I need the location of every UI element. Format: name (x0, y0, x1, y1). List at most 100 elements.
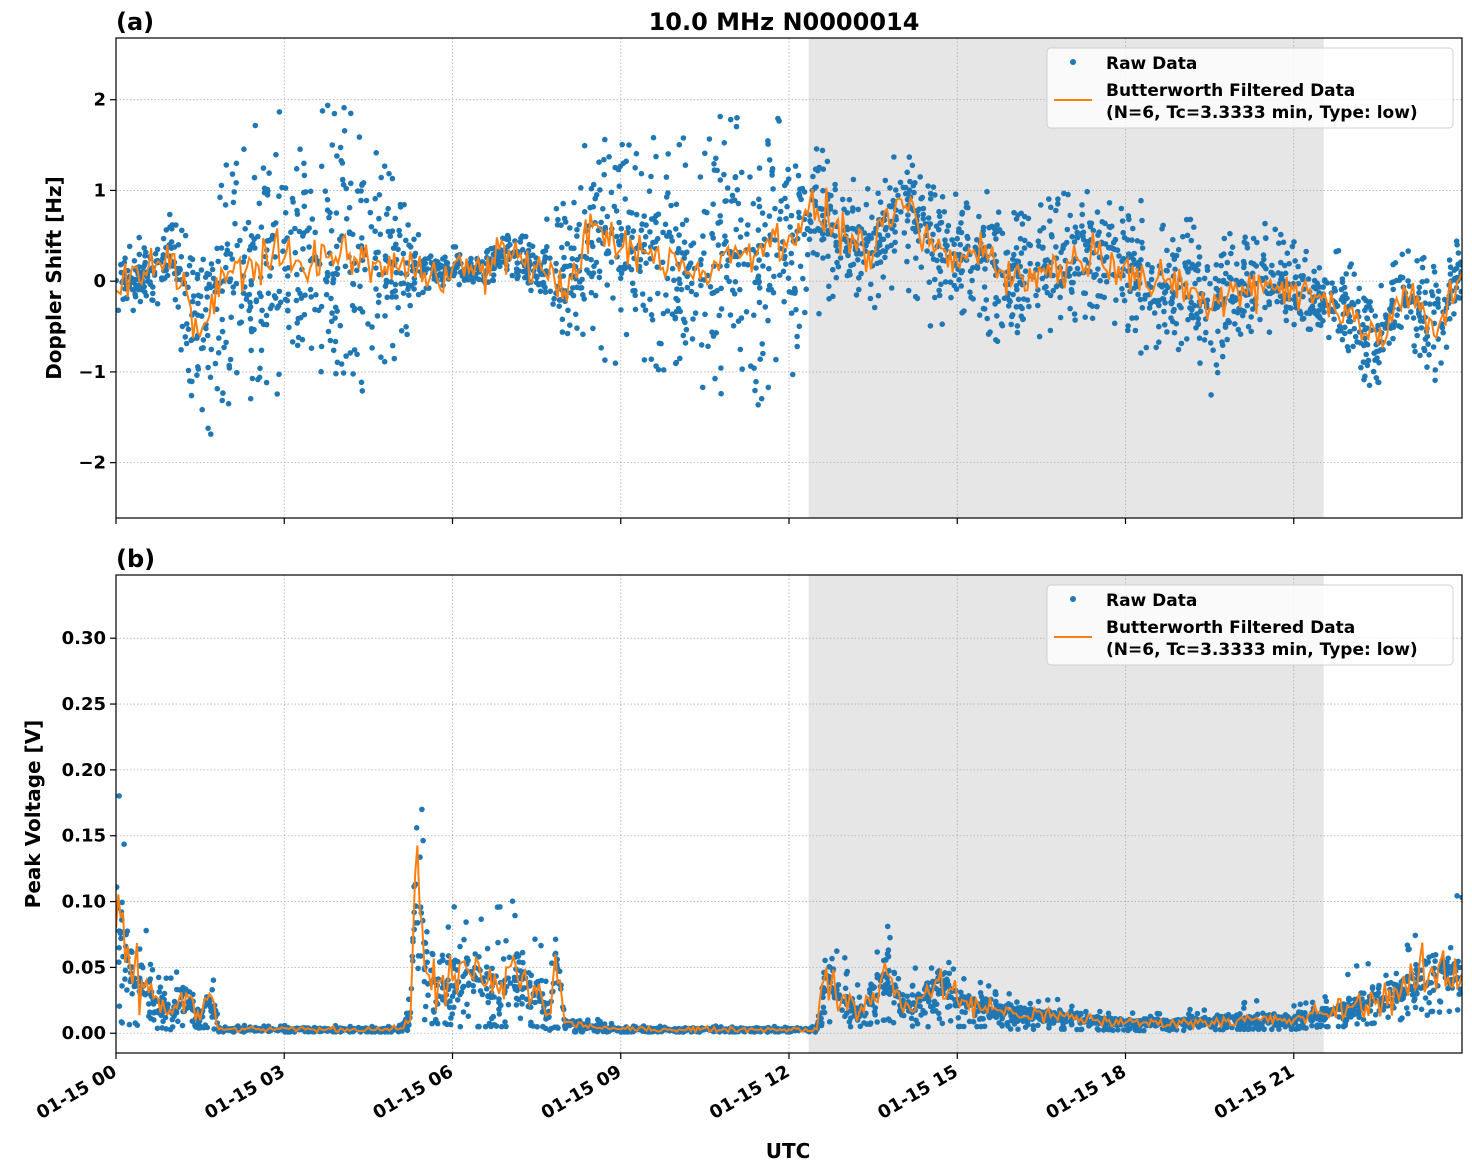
raw-data-point (832, 233, 838, 239)
raw-data-point (505, 236, 512, 243)
raw-data-point (330, 276, 337, 283)
raw-data-point (610, 295, 616, 301)
raw-data-point (1129, 237, 1135, 243)
raw-data-point (1148, 269, 1155, 275)
raw-data-point (562, 219, 569, 225)
raw-data-point (1120, 229, 1126, 236)
raw-data-point (250, 241, 256, 247)
raw-data-point (348, 110, 354, 117)
raw-data-point (833, 243, 839, 249)
raw-data-point (677, 280, 683, 287)
raw-data-point (863, 236, 870, 242)
raw-data-point (776, 216, 783, 222)
raw-data-point (1049, 234, 1055, 240)
raw-data-point (1074, 234, 1080, 240)
raw-data-point (882, 254, 888, 261)
raw-data-point (904, 258, 910, 265)
raw-data-point (957, 1023, 963, 1030)
raw-data-point (1380, 346, 1386, 353)
raw-data-point (455, 958, 461, 965)
raw-data-point (194, 372, 200, 378)
raw-data-point (1254, 239, 1260, 246)
raw-data-point (1026, 303, 1032, 310)
raw-data-point (470, 279, 476, 285)
raw-data-point (711, 161, 717, 167)
raw-data-point (1121, 297, 1128, 304)
raw-data-point (328, 318, 335, 325)
raw-data-point (1005, 1001, 1012, 1007)
raw-data-point (1241, 1000, 1247, 1006)
raw-data-point (883, 224, 889, 231)
raw-data-point (346, 204, 353, 211)
raw-data-point (199, 313, 205, 319)
raw-data-point (318, 368, 324, 375)
raw-data-point (731, 197, 738, 203)
raw-data-point (1061, 242, 1067, 248)
raw-data-point (1335, 247, 1342, 254)
raw-data-point (673, 359, 680, 366)
raw-data-point (950, 966, 957, 972)
raw-data-point (1201, 337, 1208, 343)
raw-data-point (465, 271, 472, 278)
raw-data-point (520, 959, 526, 966)
raw-data-point (258, 347, 265, 354)
raw-data-point (160, 1018, 166, 1025)
raw-data-point (150, 297, 156, 304)
raw-data-point (208, 346, 215, 353)
raw-data-point (173, 222, 179, 228)
raw-data-point (638, 227, 645, 233)
raw-data-point (1364, 362, 1371, 369)
raw-data-point (723, 198, 729, 204)
raw-data-point (116, 1003, 123, 1009)
raw-data-point (745, 262, 751, 268)
raw-data-point (1042, 257, 1049, 264)
raw-data-point (962, 246, 969, 252)
raw-data-point (330, 271, 336, 277)
raw-data-point (580, 331, 586, 338)
raw-data-point (393, 269, 400, 276)
raw-data-point (1081, 290, 1087, 296)
raw-data-point (1014, 1005, 1021, 1011)
raw-data-point (847, 1023, 854, 1030)
raw-data-point (952, 191, 959, 197)
raw-data-point (1241, 1005, 1247, 1011)
raw-data-point (1110, 239, 1117, 246)
raw-data-point (884, 244, 891, 250)
raw-data-point (1238, 278, 1245, 285)
raw-data-point (1048, 204, 1054, 211)
raw-data-point (1351, 271, 1357, 278)
raw-data-point (1339, 336, 1346, 343)
raw-data-point (1094, 303, 1100, 310)
raw-data-point (769, 165, 776, 172)
raw-data-point (154, 301, 161, 307)
raw-data-point (876, 239, 883, 246)
raw-data-point (1040, 225, 1047, 231)
raw-data-point (182, 334, 189, 340)
raw-data-point (593, 259, 600, 266)
raw-data-point (796, 191, 802, 197)
raw-data-point (914, 207, 921, 214)
raw-data-point (643, 260, 649, 267)
raw-data-point (1095, 232, 1101, 238)
raw-data-point (1249, 298, 1255, 305)
raw-data-point (1292, 274, 1299, 281)
raw-data-point (216, 335, 222, 341)
raw-data-point (215, 258, 221, 265)
raw-data-point (946, 959, 952, 966)
raw-data-point (568, 290, 574, 296)
raw-data-point (373, 286, 379, 292)
raw-data-point (876, 249, 883, 256)
raw-data-point (1039, 275, 1046, 282)
raw-data-point (1057, 314, 1064, 321)
raw-data-point (1005, 303, 1012, 309)
figure-title: 10.0 MHz N0000014 (649, 8, 920, 36)
raw-data-point (735, 318, 742, 325)
raw-data-point (1260, 252, 1267, 258)
raw-data-point (479, 259, 486, 265)
raw-data-point (1269, 262, 1275, 269)
raw-data-point (604, 213, 611, 220)
raw-data-point (460, 1009, 467, 1015)
raw-data-point (777, 208, 784, 215)
raw-data-point (909, 982, 916, 989)
raw-data-point (160, 235, 167, 242)
